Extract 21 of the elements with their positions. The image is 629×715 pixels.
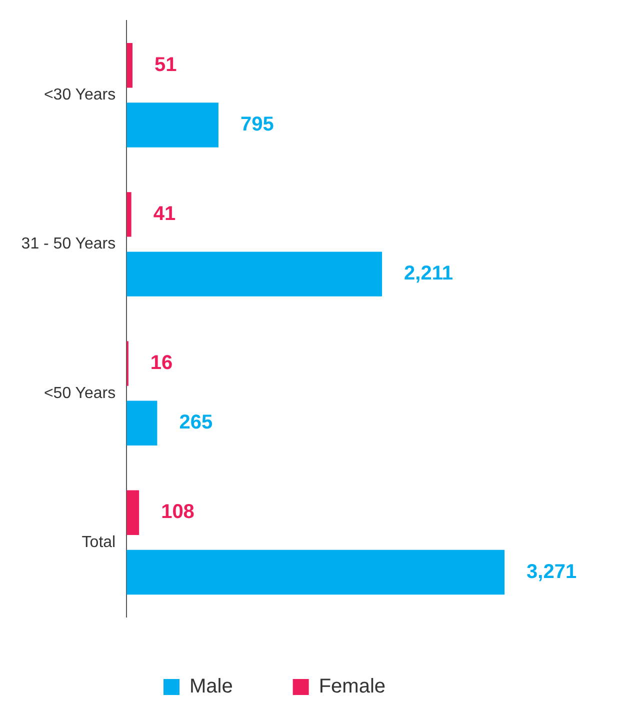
data-label: 51 <box>154 54 177 76</box>
y-tick-label: Total <box>82 534 116 551</box>
data-label: 3,271 <box>526 560 577 583</box>
y-tick-label: <50 Years <box>44 384 116 402</box>
data-label: 2,211 <box>404 262 454 285</box>
bar <box>126 400 158 446</box>
y-tick-label: 31 - 50 Years <box>21 236 116 253</box>
data-label: 41 <box>153 202 176 225</box>
data-label: 16 <box>150 352 173 374</box>
data-label: 265 <box>179 412 213 434</box>
legend-label: Female <box>318 676 386 698</box>
bar <box>126 490 140 535</box>
bar <box>126 192 132 237</box>
data-label: 795 <box>240 113 274 136</box>
data-label: 108 <box>161 501 194 524</box>
bar <box>126 252 382 296</box>
y-tick-label: <30 Years <box>44 86 116 104</box>
bar <box>126 102 218 148</box>
bar <box>126 42 132 88</box>
bar <box>126 550 505 595</box>
legend-label: Male <box>189 676 233 698</box>
